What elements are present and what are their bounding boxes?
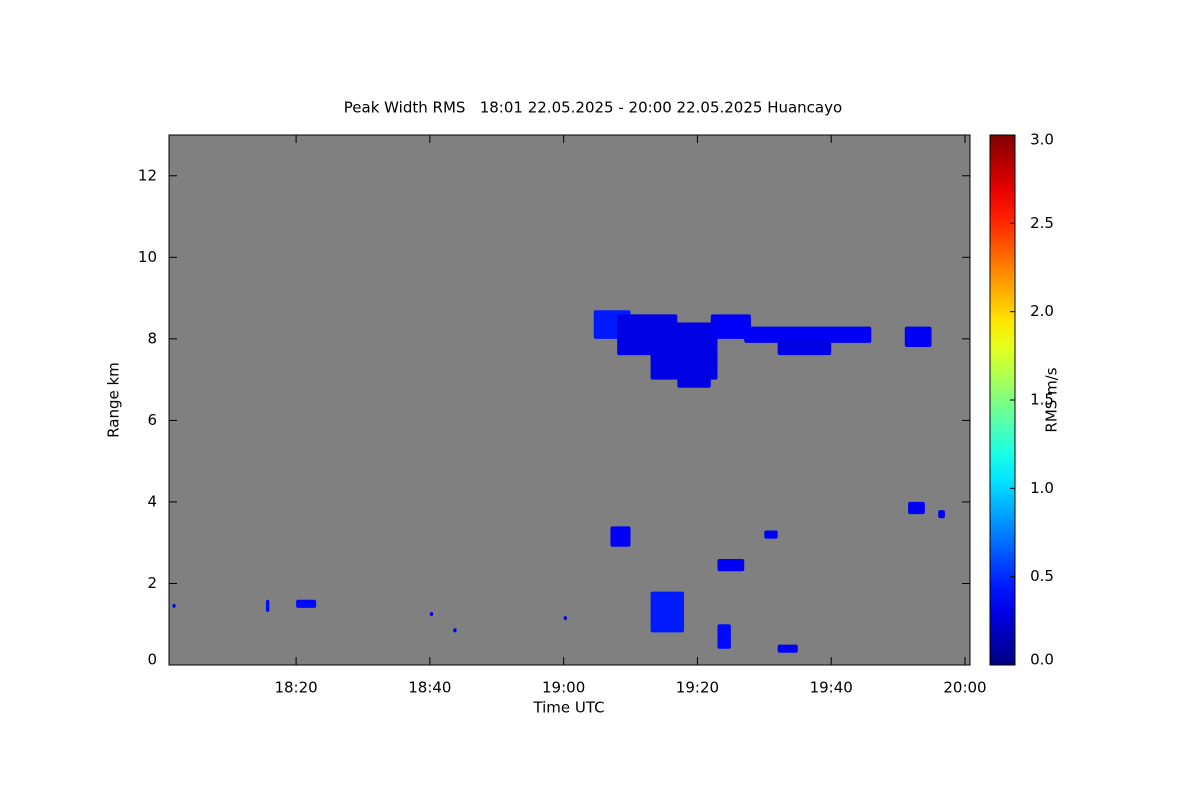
echo-cell [172,603,176,608]
y-tick-label: 6 [147,411,157,429]
echo-cell [563,616,567,621]
echo-cell [777,338,832,356]
echo-cell [904,326,932,347]
chart-title: Peak Width RMS 18:01 22.05.2025 - 20:00 … [344,99,842,117]
x-tick-label: 19:20 [676,679,719,697]
echo-cell [677,363,711,388]
y-axis-label: Range km [105,362,123,438]
y-tick-label: 4 [147,492,157,510]
x-tick-label: 19:00 [542,679,585,697]
y-tick-label: 0 [147,651,157,669]
y-tick-label: 10 [138,248,157,266]
x-tick-label: 19:40 [810,679,853,697]
colorbar-tick-label: 2.0 [1030,302,1054,320]
echo-cell [610,526,631,547]
colorbar-tick-label: 0.0 [1030,651,1054,669]
colorbar-label: RMS m/s [1043,367,1061,432]
echo-layer [172,310,945,653]
colorbar-tick-label: 1.0 [1030,479,1054,497]
echo-cell [650,591,685,633]
y-tick-label: 12 [138,166,157,184]
colorbar-tick-label: 3.0 [1030,131,1054,149]
echo-cell [265,599,270,612]
x-tick-label: 18:20 [274,679,317,697]
x-tick-label: 18:40 [408,679,451,697]
x-axis-label: Time UTC [532,699,604,717]
echo-cell [908,501,925,515]
plot-frame [168,134,971,666]
echo-cell [710,314,751,339]
echo-cell [453,628,457,633]
echo-cell [717,624,731,649]
echo-cell [744,326,872,343]
colorbar-tick-label: 2.5 [1030,214,1054,232]
y-tick-label: 2 [147,574,157,592]
echo-cell [764,530,778,539]
colorbar-tick-label: 0.5 [1030,567,1054,585]
x-tick-label: 20:00 [943,679,986,697]
echo-cell [296,599,317,608]
y-tick-label: 8 [147,329,157,347]
echo-cell [938,510,945,519]
echo-cell [717,559,745,572]
echo-cell [777,644,798,653]
colorbar-tick-label: 1.5 [1030,391,1054,409]
echo-cell [429,612,434,617]
plot-area [169,135,970,665]
